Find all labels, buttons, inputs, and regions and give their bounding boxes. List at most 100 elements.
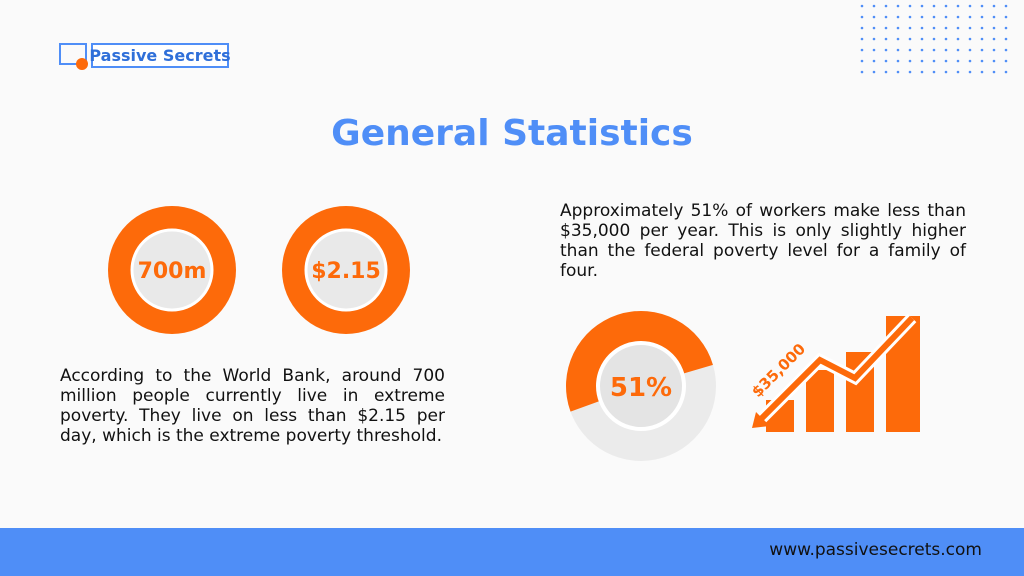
- dot: [992, 70, 996, 74]
- dot: [860, 70, 864, 74]
- dot: [932, 48, 936, 52]
- dot: [896, 37, 900, 41]
- dot: [968, 37, 972, 41]
- dot: [920, 15, 924, 19]
- dot: [1004, 37, 1008, 41]
- left-text: According to the World Bank, around 700 …: [60, 366, 445, 446]
- dot: [1004, 59, 1008, 63]
- dot: [872, 37, 876, 41]
- dot: [908, 70, 912, 74]
- title: General Statistics: [331, 113, 693, 154]
- dot: [980, 37, 984, 41]
- dot: [884, 15, 888, 19]
- dot: [956, 37, 960, 41]
- dot: [992, 15, 996, 19]
- dot: [884, 48, 888, 52]
- dot: [968, 26, 972, 30]
- dot: [860, 15, 864, 19]
- dot: [992, 48, 996, 52]
- dot: [872, 26, 876, 30]
- dot: [992, 37, 996, 41]
- stat-label: $2.15: [311, 259, 381, 284]
- dot: [956, 4, 960, 8]
- dot: [908, 59, 912, 63]
- donut-label: 51%: [610, 373, 672, 403]
- dot: [944, 4, 948, 8]
- dot: [872, 48, 876, 52]
- dot: [968, 70, 972, 74]
- dot: [896, 59, 900, 63]
- dot: [932, 70, 936, 74]
- dot: [932, 15, 936, 19]
- dot: [1004, 48, 1008, 52]
- dot: [968, 4, 972, 8]
- dot: [860, 26, 864, 30]
- artwork: Passive Secrets General Statistics 700m …: [59, 4, 1008, 461]
- dot: [872, 4, 876, 8]
- dot: [992, 59, 996, 63]
- dot: [896, 70, 900, 74]
- dot: [884, 37, 888, 41]
- dot: [920, 4, 924, 8]
- dot: [860, 48, 864, 52]
- dot: [944, 15, 948, 19]
- footer: www.passivesecrets.com: [0, 528, 1024, 576]
- dot: [992, 4, 996, 8]
- stat-circle: $2.15: [282, 206, 410, 334]
- dot: [872, 15, 876, 19]
- dot: [860, 37, 864, 41]
- dot: [896, 15, 900, 19]
- dot: [980, 59, 984, 63]
- dot: [896, 48, 900, 52]
- dot: [956, 26, 960, 30]
- dot: [956, 15, 960, 19]
- dot: [896, 4, 900, 8]
- dot: [908, 37, 912, 41]
- logo-text: Passive Secrets: [89, 46, 230, 65]
- dot: [932, 4, 936, 8]
- dot: [956, 59, 960, 63]
- dot: [1004, 70, 1008, 74]
- dot: [884, 4, 888, 8]
- dot: [920, 48, 924, 52]
- dot: [932, 59, 936, 63]
- dot: [980, 70, 984, 74]
- dot: [860, 59, 864, 63]
- dot: [872, 70, 876, 74]
- trend-icon: $35,000: [748, 313, 920, 432]
- footer-url: www.passivesecrets.com: [769, 540, 982, 560]
- dot: [956, 48, 960, 52]
- dot: [908, 15, 912, 19]
- dot: [920, 37, 924, 41]
- dot: [932, 26, 936, 30]
- dot: [944, 70, 948, 74]
- dot: [884, 70, 888, 74]
- dot: [1004, 26, 1008, 30]
- dot: [968, 15, 972, 19]
- dot: [980, 48, 984, 52]
- dot: [932, 37, 936, 41]
- dot: [944, 59, 948, 63]
- dot: [956, 70, 960, 74]
- dot: [968, 48, 972, 52]
- dot: [920, 26, 924, 30]
- dot: [980, 15, 984, 19]
- dot: [908, 4, 912, 8]
- dot: [920, 59, 924, 63]
- stat-circle: 700m: [108, 206, 236, 334]
- dot: [944, 37, 948, 41]
- dot: [992, 26, 996, 30]
- dot: [920, 70, 924, 74]
- donut-hole: [596, 341, 686, 431]
- right-text: Approximately 51% of workers make less t…: [560, 201, 966, 281]
- logo: Passive Secrets: [59, 43, 231, 70]
- dot: [968, 59, 972, 63]
- dot: [944, 48, 948, 52]
- dot: [1004, 4, 1008, 8]
- trend-label: $35,000: [748, 340, 809, 401]
- dot-pattern: [860, 4, 1008, 74]
- stat-label: 700m: [138, 259, 207, 284]
- dot: [884, 59, 888, 63]
- dot: [908, 26, 912, 30]
